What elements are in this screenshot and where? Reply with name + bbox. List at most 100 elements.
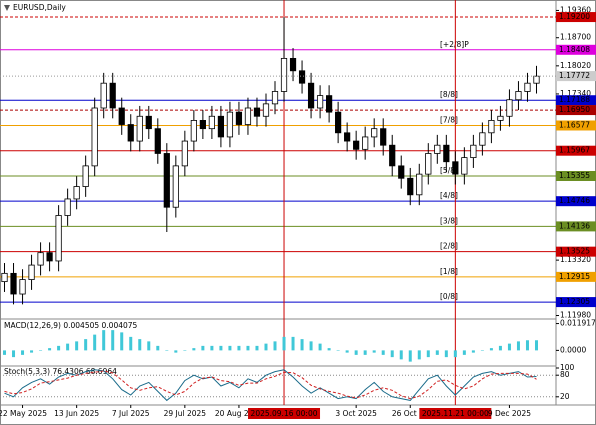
level-label: 1.15967	[559, 146, 590, 155]
macd-bar	[291, 336, 295, 351]
candle-body	[253, 107, 261, 117]
stoch-y-tick-label: 80	[560, 370, 570, 379]
macd-bar	[399, 350, 403, 360]
candle-body	[127, 124, 134, 142]
level-name: [0/8]	[440, 292, 458, 301]
candle-body	[434, 144, 441, 154]
level-tag	[556, 196, 596, 207]
macd-bar	[498, 345, 502, 351]
macd-bar	[192, 348, 196, 351]
candle-body	[407, 177, 414, 196]
level-label: 1.12915	[559, 272, 590, 281]
candle-body	[506, 99, 513, 117]
macd-bar	[255, 345, 259, 351]
macd-bar	[219, 345, 223, 351]
macd-bar	[264, 343, 268, 351]
stoch-y-tick-label: 20	[560, 392, 570, 401]
macd-bar	[534, 340, 538, 351]
macd-bar	[480, 350, 484, 351]
level-tag	[556, 95, 596, 106]
candle-body	[425, 153, 432, 175]
level-tag	[556, 221, 596, 232]
macd-y-tick-label: 0.011917	[560, 319, 596, 328]
macd-bar	[66, 343, 70, 351]
candle-body	[533, 75, 540, 84]
y-tick-label: 1.11980	[560, 311, 591, 320]
candle-body	[371, 128, 378, 138]
x-marker-tag	[248, 408, 321, 419]
macd-bar	[165, 350, 169, 351]
symbol-icon	[4, 5, 10, 11]
x-tick-label: 13 Jun 2025	[54, 409, 99, 418]
candle-body	[452, 161, 459, 175]
candle-body	[91, 107, 98, 167]
x-tick-label: 7 Jul 2025	[112, 409, 150, 418]
current-price-label: 1.17772	[559, 71, 590, 80]
candle-body	[100, 82, 107, 109]
level-label: 1.15355	[559, 171, 590, 180]
macd-bar	[309, 341, 313, 351]
x-tick-label: 20 Aug 2025	[215, 409, 263, 418]
candle-body	[181, 140, 188, 167]
y-tick-label: 1.13320	[560, 255, 591, 264]
candle-body	[226, 111, 234, 138]
level-name: [4/8]	[440, 191, 458, 200]
candle-body	[262, 103, 270, 117]
candle-body	[37, 252, 44, 266]
x-tick-label: 3 Oct 2025	[335, 409, 377, 418]
candle-body	[470, 144, 477, 159]
candle-body	[136, 115, 143, 142]
macd-bar	[300, 339, 304, 351]
level-tag	[556, 271, 596, 282]
stoch-title: Stoch(5,3,3) 76.4306 68.6964	[4, 367, 117, 376]
macd-bar	[57, 345, 61, 351]
candle-body	[1, 272, 8, 283]
candle-body	[46, 252, 53, 262]
candle-body	[380, 128, 387, 146]
macd-bar	[120, 332, 124, 351]
candle-body	[64, 198, 71, 216]
level-name: [+2/8]P	[440, 40, 469, 49]
candle-body	[307, 82, 315, 109]
level-tag	[556, 44, 596, 55]
x-marker-tag	[419, 408, 492, 419]
y-tick-label: 1.18020	[560, 61, 591, 70]
macd-title: MACD(12,26,9) 0.004505 0.004075	[4, 321, 138, 330]
candle-body	[190, 120, 197, 142]
candle-body	[515, 91, 522, 101]
candle-body	[10, 272, 17, 295]
candle-body	[524, 82, 531, 92]
level-tag	[556, 105, 596, 116]
candle-body	[443, 144, 450, 163]
level-tag	[556, 171, 596, 182]
candle-body	[271, 91, 279, 105]
candle-body	[19, 279, 26, 295]
candle-body	[109, 82, 116, 109]
y-tick-label: 1.18700	[560, 33, 591, 42]
macd-bar	[426, 350, 430, 358]
level-label: 1.14746	[559, 196, 590, 205]
candle-body	[344, 132, 351, 142]
macd-bar	[111, 330, 115, 351]
candle-body	[479, 132, 486, 146]
current-price-tag	[556, 71, 596, 82]
stoch-line	[4, 369, 537, 402]
macd-bar	[156, 345, 160, 351]
macd-bar	[3, 350, 7, 355]
macd-bar	[93, 334, 97, 351]
macd-bar	[408, 350, 412, 362]
level-label: 1.18408	[559, 45, 590, 54]
stoch-line	[4, 370, 537, 400]
macd-bar	[21, 350, 25, 355]
candle-body	[118, 107, 125, 125]
candle-body	[416, 173, 423, 196]
x-tick-label: 29 Jul 2025	[164, 409, 207, 418]
macd-bar	[435, 350, 439, 355]
level-name: [5/8]	[440, 166, 458, 175]
level-name: [3/8]	[440, 216, 458, 225]
macd-bar	[525, 340, 529, 351]
macd-bar	[138, 339, 142, 351]
level-label: 1.12305	[559, 297, 590, 306]
